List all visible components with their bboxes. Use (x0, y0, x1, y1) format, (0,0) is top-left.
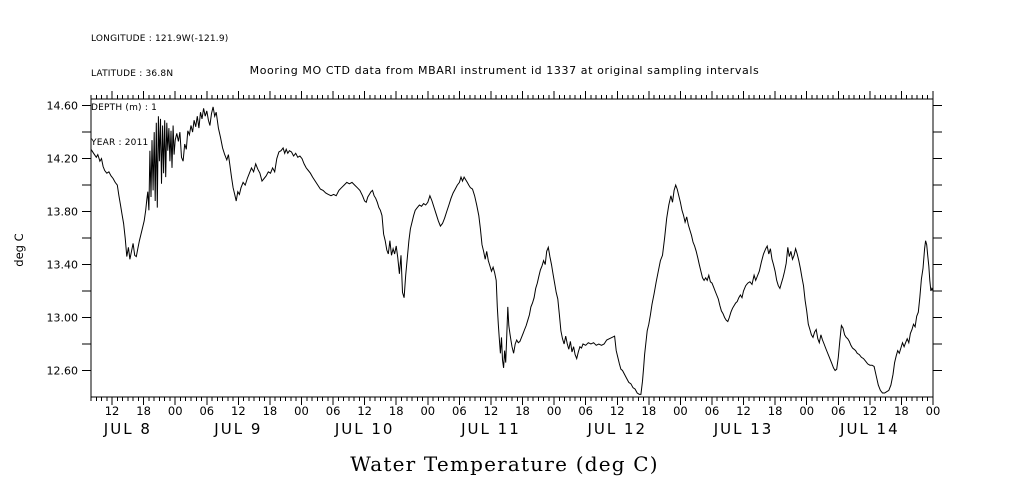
axis-tick-label: 18 (515, 404, 530, 418)
metadata-block: LONGITUDE : 121.9W(-121.9) LATITUDE : 36… (91, 11, 229, 161)
axis-tick-label: 18 (389, 404, 404, 418)
axis-tick-label: 00 (294, 404, 309, 418)
axis-tick-label: 13.00 (47, 312, 79, 325)
axis-tick-label: 18 (263, 404, 278, 418)
axis-tick-label: JUL 14 (839, 420, 900, 438)
axis-tick-label: 13.40 (47, 259, 79, 272)
axis-tick-label: 12 (484, 404, 499, 418)
axis-tick-label: 18 (642, 404, 657, 418)
axis-tick-label: 06 (705, 404, 720, 418)
axis-tick-label: 06 (199, 404, 214, 418)
axis-tick-label: 14.60 (47, 100, 79, 113)
axis-tick-label: 00 (926, 404, 941, 418)
axis-tick-label: 18 (894, 404, 909, 418)
chart-title: Mooring MO CTD data from MBARI instrumen… (249, 64, 760, 77)
axis-tick-label: 12 (863, 404, 878, 418)
axis-tick-label: 00 (547, 404, 562, 418)
axis-tick-label: 00 (420, 404, 435, 418)
metadata-depth: DEPTH (m) : 1 (91, 103, 158, 113)
axis-tick-label: 13.80 (47, 206, 79, 219)
temperature-line (90, 106, 934, 395)
axis-tick-label: 00 (799, 404, 814, 418)
axis-tick-label: JUL 12 (586, 420, 647, 438)
axis-tick-label: JUL 13 (713, 420, 774, 438)
axis-tick-label: 06 (452, 404, 467, 418)
axis-tick-label: 06 (326, 404, 341, 418)
metadata-longitude: LONGITUDE : 121.9W(-121.9) (91, 34, 229, 44)
metadata-latitude: LATITUDE : 36.8N (91, 68, 174, 79)
axis-tick-label: 06 (831, 404, 846, 418)
axis-tick-label: 00 (168, 404, 183, 418)
axis-tick-label: 12 (105, 404, 120, 418)
axis-tick-label: JUL 9 (213, 420, 262, 438)
axis-tick-label: 12.60 (47, 365, 79, 378)
axis-tick-label: 00 (673, 404, 688, 418)
axis-tick-label: 14.20 (47, 153, 79, 166)
axis-tick-label: 12 (231, 404, 246, 418)
metadata-year: YEAR : 2011 (91, 137, 149, 148)
axis-tick-label: JUL 8 (103, 420, 152, 438)
axis-tick-label: JUL 10 (334, 420, 395, 438)
axis-tick-label: 06 (578, 404, 593, 418)
x-axis-title: Water Temperature (deg C) (350, 452, 659, 476)
y-axis-title: deg C (12, 233, 26, 266)
axis-tick-label: 18 (768, 404, 783, 418)
axis-tick-label: 12 (357, 404, 372, 418)
axis-tick-label: 18 (136, 404, 151, 418)
axis-tick-label: 12 (610, 404, 625, 418)
plot-border (90, 98, 934, 398)
axis-tick-label: 12 (736, 404, 751, 418)
axis-tick-label: JUL 11 (460, 420, 521, 438)
